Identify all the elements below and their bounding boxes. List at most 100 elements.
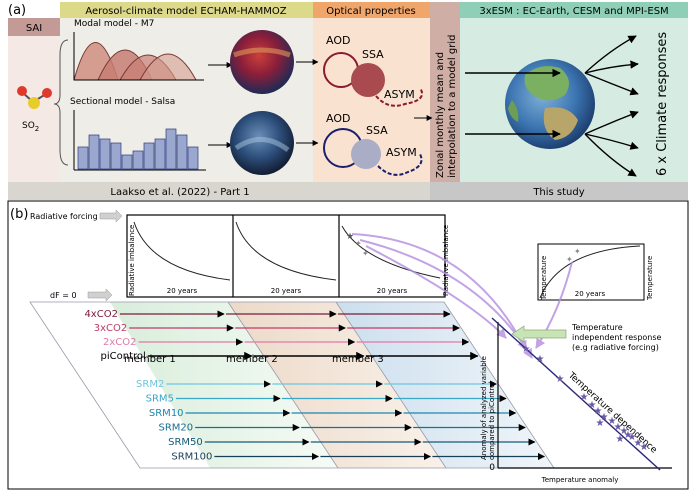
ssa-label-bottom: SSA	[366, 124, 388, 137]
df0-pointer	[87, 288, 113, 302]
optical-header-bg	[313, 2, 430, 18]
earth-land-2	[543, 107, 578, 140]
esm-header: 3xESM : EC-Earth, CESM and MPI-ESM	[479, 6, 668, 17]
globe-modal-band	[233, 47, 291, 58]
svg-text:✦: ✦	[566, 255, 573, 264]
scenario-label-picontrol: piControl	[101, 351, 146, 362]
scenario-label-srm-4: SRM50	[168, 437, 203, 448]
member-3-region	[336, 302, 554, 468]
scatter-star: ★	[536, 354, 545, 365]
sai-header: SAI	[26, 23, 42, 34]
modal-distribution-plot	[73, 32, 204, 81]
scatter-star: ★	[596, 418, 605, 429]
temperature-years-label: 20 years	[575, 290, 606, 298]
scatter-star: ★	[620, 426, 629, 437]
climate-responses-label: 6 x Climate responses	[655, 32, 670, 176]
sai-header-bg	[8, 18, 60, 36]
zonal-line-2: interpolation to a model grid	[447, 35, 458, 178]
scatter-star: ★	[640, 442, 649, 453]
imbalance-ylabel-1: Radiative imbalance	[128, 225, 136, 296]
scatter-star: ★	[614, 422, 623, 433]
member-label-1: member 1	[124, 354, 176, 365]
member-divider-2	[335, 301, 447, 469]
scatter-star: ★	[634, 438, 643, 449]
scenario-label-srm-3: SRM20	[159, 423, 194, 434]
sectional-title: Sectional model - Salsa	[70, 97, 175, 107]
histogram-bar	[176, 134, 188, 170]
zonal-line-1: Zonal monthly mean and	[435, 52, 446, 178]
panel-b-label: (b)	[10, 207, 28, 222]
scatter-star: ★	[522, 344, 531, 355]
scenario-label-srm-1: SRM5	[146, 394, 174, 405]
footer-right: This study	[532, 187, 584, 198]
asym-label-top: ASYM	[384, 88, 415, 101]
scenario-label-srm-5: SRM100	[171, 452, 212, 463]
climate-response-arrows	[584, 35, 639, 177]
member-2-region	[228, 302, 446, 468]
globe-sectional	[230, 111, 294, 175]
optical-header: Optical properties	[326, 6, 416, 17]
esm-header-bg	[460, 2, 688, 18]
temp-independent-line-1: Temperature	[571, 323, 623, 332]
svg-text:✦: ✦	[574, 247, 581, 256]
temperature-plot: ✦ ✦	[537, 243, 645, 301]
histogram-bar	[165, 128, 177, 170]
svg-text:✦: ✦	[362, 249, 369, 258]
panel-a-label: (a)	[8, 3, 26, 18]
scatter-star: ★	[556, 374, 565, 385]
scatter-star: ★	[608, 416, 617, 427]
svg-text:✦: ✦	[355, 239, 362, 248]
ssa-circle-bottom	[351, 139, 381, 169]
globe-sectional-band	[234, 137, 290, 153]
scatter-star: ★	[580, 392, 589, 403]
member-label-2: member 2	[226, 354, 278, 365]
histogram-bar	[121, 154, 133, 170]
scatter-origin-label: 0	[489, 463, 495, 473]
radiative-forcing-pointer	[99, 209, 123, 223]
years-label-3: 20 years	[377, 287, 408, 295]
temp-independent-line-2: independent response	[572, 333, 662, 342]
earth-land-3	[508, 100, 519, 122]
years-label-2: 20 years	[271, 287, 302, 295]
radiative-forcing-label: Radiative forcing	[30, 212, 98, 221]
scatter-star: ★	[628, 432, 637, 443]
df0-label: dF = 0	[50, 291, 77, 300]
histogram-bar	[99, 138, 111, 170]
ssa-circle-top	[351, 63, 385, 97]
sectional-histogram	[73, 110, 206, 171]
temp-independent-arrow	[511, 325, 567, 343]
histogram-bar	[77, 146, 89, 170]
so2-molecule-icon	[17, 86, 52, 109]
temperature-dependence-line	[491, 317, 661, 471]
histogram-bar	[143, 142, 155, 170]
histogram-bar	[187, 146, 199, 170]
asym-label-bottom: ASYM	[386, 146, 417, 159]
member-divider-1	[227, 301, 339, 469]
temp-independent-line-3: (e.g radiative forcing)	[572, 343, 659, 352]
zonal-column-bg	[430, 2, 460, 182]
scatter-star: ★	[588, 400, 597, 411]
footer-left-bg	[8, 182, 430, 200]
scenario-label-srm-0: SRM2	[136, 379, 164, 390]
globe-modal	[230, 30, 294, 94]
aod-label-bottom: AOD	[326, 112, 350, 125]
footer-right-bg	[430, 182, 688, 200]
histogram-bar	[88, 134, 100, 170]
scenario-label-co2-1: 3xCO2	[94, 323, 128, 334]
scatter-star: ★	[624, 430, 633, 441]
modal-title: Modal model - M7	[74, 19, 154, 29]
footer-left: Laakso et al. (2022) - Part 1	[110, 187, 249, 198]
years-label-1: 20 years	[167, 287, 198, 295]
scenario-label-co2-2: 2xCO2	[103, 337, 137, 348]
member-label-3: member 3	[332, 354, 384, 365]
asym-curve-bottom	[377, 153, 423, 176]
histogram-bar	[110, 142, 122, 170]
ssa-label-top: SSA	[362, 48, 384, 61]
member-1-region	[110, 302, 338, 468]
imbalance-plots: ★ ✦ ✦	[126, 214, 446, 298]
scatter-star: ★	[600, 412, 609, 423]
aerosol-header-bg	[60, 2, 313, 18]
scenario-label-co2-0: 4xCO2	[84, 309, 118, 320]
scatter-stars: ★★★★★★★ ★★★★★★★★★	[522, 344, 649, 453]
